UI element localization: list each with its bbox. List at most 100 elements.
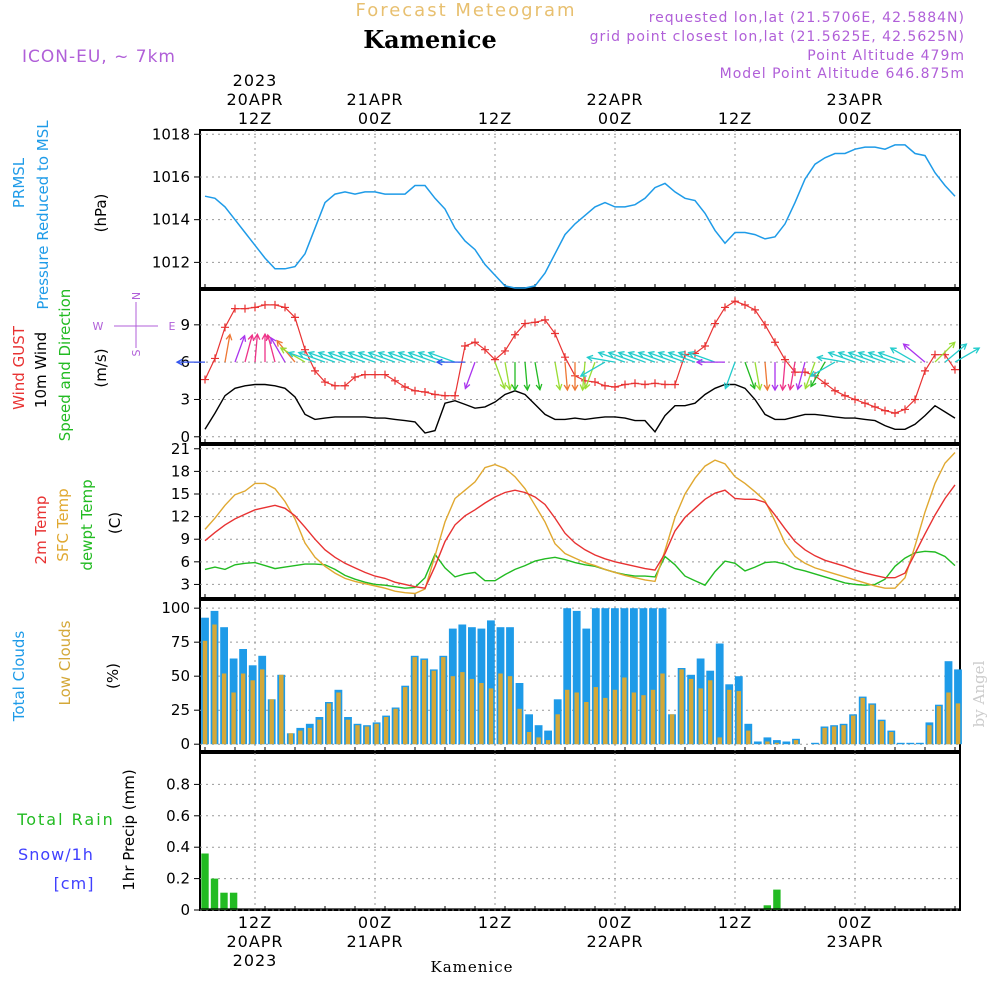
wind-arrow bbox=[504, 361, 513, 392]
pressure-label-prmsl: PRMSL bbox=[10, 157, 28, 208]
gust-marker bbox=[311, 366, 319, 375]
low-cloud-bar bbox=[555, 714, 560, 745]
total-cloud-bar bbox=[916, 742, 924, 745]
rain-bar bbox=[763, 905, 771, 910]
gust-marker bbox=[741, 300, 749, 309]
wind-arrow bbox=[687, 351, 716, 363]
low-cloud-bar bbox=[488, 688, 494, 745]
gust-marker bbox=[891, 409, 899, 418]
compass-s: S bbox=[130, 349, 143, 356]
precip-labels: Total Rain Snow/1h [cm] 1hr Precip (mm) bbox=[16, 769, 138, 893]
low-cloud-bar bbox=[631, 692, 637, 745]
low-cloud-bar bbox=[403, 687, 408, 745]
gust-marker bbox=[511, 330, 519, 339]
total-cloud-bar bbox=[544, 730, 552, 745]
top-time-label: 20APR bbox=[226, 90, 283, 109]
wind-arrow bbox=[427, 351, 456, 363]
wind-arrow bbox=[367, 351, 396, 363]
bottom-time-label: 00Z bbox=[358, 913, 392, 932]
wind-arrow bbox=[494, 361, 507, 390]
low-cloud-bar bbox=[336, 692, 341, 745]
gust-marker bbox=[561, 353, 569, 362]
low-cloud-bar bbox=[641, 695, 646, 745]
model-altitude: Model Point Altitude 646.875m bbox=[720, 66, 965, 82]
low-cloud-bar bbox=[422, 659, 427, 745]
wind-arrow bbox=[287, 351, 316, 363]
wind-arrow bbox=[175, 358, 205, 366]
pressure-line bbox=[204, 144, 956, 289]
low-cloud-bar bbox=[383, 717, 389, 745]
bottom-time-label: 20APR bbox=[226, 932, 283, 951]
point-altitude: Point Altitude 479m bbox=[807, 48, 965, 64]
bottom-time-label: 12Z bbox=[718, 913, 752, 932]
closest-coords: grid point closest lon,lat (21.5625E, 42… bbox=[590, 29, 965, 45]
wind-arrow bbox=[944, 343, 968, 363]
clouds-ytick-label: 25 bbox=[171, 701, 190, 719]
wind-arrow bbox=[810, 361, 826, 388]
low-cloud-bar bbox=[851, 715, 856, 745]
wind-arrow bbox=[771, 362, 779, 392]
rain-bar bbox=[210, 878, 219, 910]
gust-marker bbox=[861, 399, 869, 408]
pressure-unit: (hPa) bbox=[92, 194, 110, 233]
low-cloud-bar bbox=[355, 725, 360, 745]
wind-arrow bbox=[583, 361, 596, 390]
gust-marker bbox=[351, 373, 359, 382]
rain-bar bbox=[201, 853, 209, 910]
wind-unit: (m/s) bbox=[92, 348, 110, 387]
wind-arrow bbox=[407, 351, 436, 363]
total-cloud-bar bbox=[620, 608, 629, 745]
low-cloud-bar bbox=[765, 741, 770, 745]
model-label: ICON-EU, ~ 7km bbox=[22, 47, 176, 67]
low-cloud-bar bbox=[736, 691, 741, 745]
sfc-temp-line bbox=[204, 452, 956, 595]
bottom-time-label: 12Z bbox=[478, 913, 512, 932]
low-cloud-bar bbox=[622, 677, 627, 745]
gust-marker bbox=[481, 345, 489, 354]
gust-marker bbox=[221, 323, 229, 332]
low-cloud-bar bbox=[879, 721, 884, 745]
pressure-label-msl: Pressure Reduced to MSL bbox=[34, 120, 52, 310]
low-cloud-bar bbox=[660, 673, 665, 745]
precip-label-snow: Snow/1h bbox=[18, 845, 94, 864]
low-cloud-bar bbox=[927, 725, 932, 745]
total-cloud-bar bbox=[753, 741, 762, 745]
low-cloud-bar bbox=[746, 730, 751, 745]
gust-marker bbox=[651, 379, 659, 388]
wind-arrow bbox=[877, 351, 906, 363]
temp-ytick-label: 12 bbox=[171, 508, 190, 526]
low-cloud-bar bbox=[793, 740, 799, 745]
precip-label-cm: [cm] bbox=[54, 874, 95, 893]
temp-ytick-label: 3 bbox=[180, 575, 190, 593]
wind-arrow bbox=[763, 362, 771, 392]
precip-panel: 0 0.2 0.4 0.6 0.8 bbox=[166, 752, 961, 919]
low-cloud-bar bbox=[841, 725, 846, 745]
gust-marker bbox=[201, 375, 209, 384]
gust-marker bbox=[771, 338, 779, 347]
wind-ytick-label: 3 bbox=[180, 390, 190, 408]
gust-marker bbox=[401, 383, 409, 392]
gust-marker bbox=[841, 391, 849, 400]
gust-marker bbox=[921, 366, 929, 375]
bottom-time-label: 23APR bbox=[826, 932, 883, 951]
wind-arrow bbox=[889, 347, 916, 363]
wind-arrow bbox=[347, 351, 376, 363]
pressure-ytick-label: 1014 bbox=[152, 211, 190, 229]
gust-marker bbox=[851, 395, 859, 404]
gust-marker bbox=[791, 368, 799, 377]
gust-marker bbox=[451, 391, 459, 400]
low-cloud-bar bbox=[679, 669, 684, 745]
wind-arrow bbox=[387, 351, 416, 363]
wind-arrow bbox=[279, 347, 306, 363]
gust-marker bbox=[591, 378, 599, 387]
low-cloud-bar bbox=[612, 689, 618, 745]
total-cloud-bar bbox=[591, 608, 600, 745]
requested-coords: requested lon,lat (21.5706E, 42.5884N) bbox=[649, 10, 965, 26]
wind-arrow bbox=[586, 354, 616, 363]
wind-arrow bbox=[627, 351, 656, 363]
wind-arrow bbox=[827, 351, 856, 363]
low-cloud-bar bbox=[450, 676, 455, 745]
dewpoint-line bbox=[204, 550, 956, 589]
temperature-panel: 3 6 9 12 15 18 21 bbox=[171, 440, 961, 599]
total-cloud-bar bbox=[525, 714, 533, 745]
